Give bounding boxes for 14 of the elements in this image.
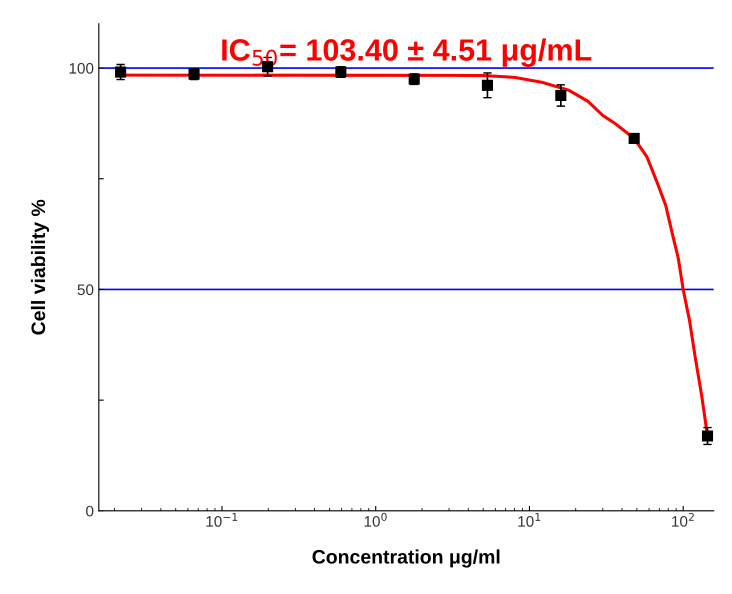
- point: [628, 132, 640, 144]
- x-tick-label: 10$^{1}$: [518, 513, 540, 527]
- y-tick-label: 50: [78, 284, 94, 296]
- y-tick-label: 100: [70, 62, 94, 74]
- x-tick-label: 10$^{0}$: [364, 512, 387, 527]
- point: [702, 430, 714, 442]
- point: [555, 90, 566, 102]
- point: [482, 80, 493, 91]
- x-axis-title: Concentration μg/ml: [312, 549, 500, 568]
- y-tick-label: 0: [86, 506, 94, 517]
- x-tick-label: 10$^{−1}$: [206, 513, 238, 527]
- point: [115, 66, 126, 78]
- y-axis-title: Cell viability %: [30, 200, 50, 335]
- x-tick-label: 10$^{2}$: [672, 512, 694, 527]
